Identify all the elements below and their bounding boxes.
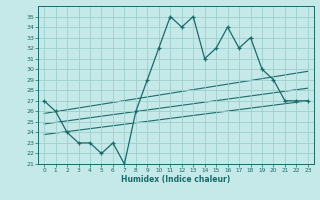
X-axis label: Humidex (Indice chaleur): Humidex (Indice chaleur) — [121, 175, 231, 184]
